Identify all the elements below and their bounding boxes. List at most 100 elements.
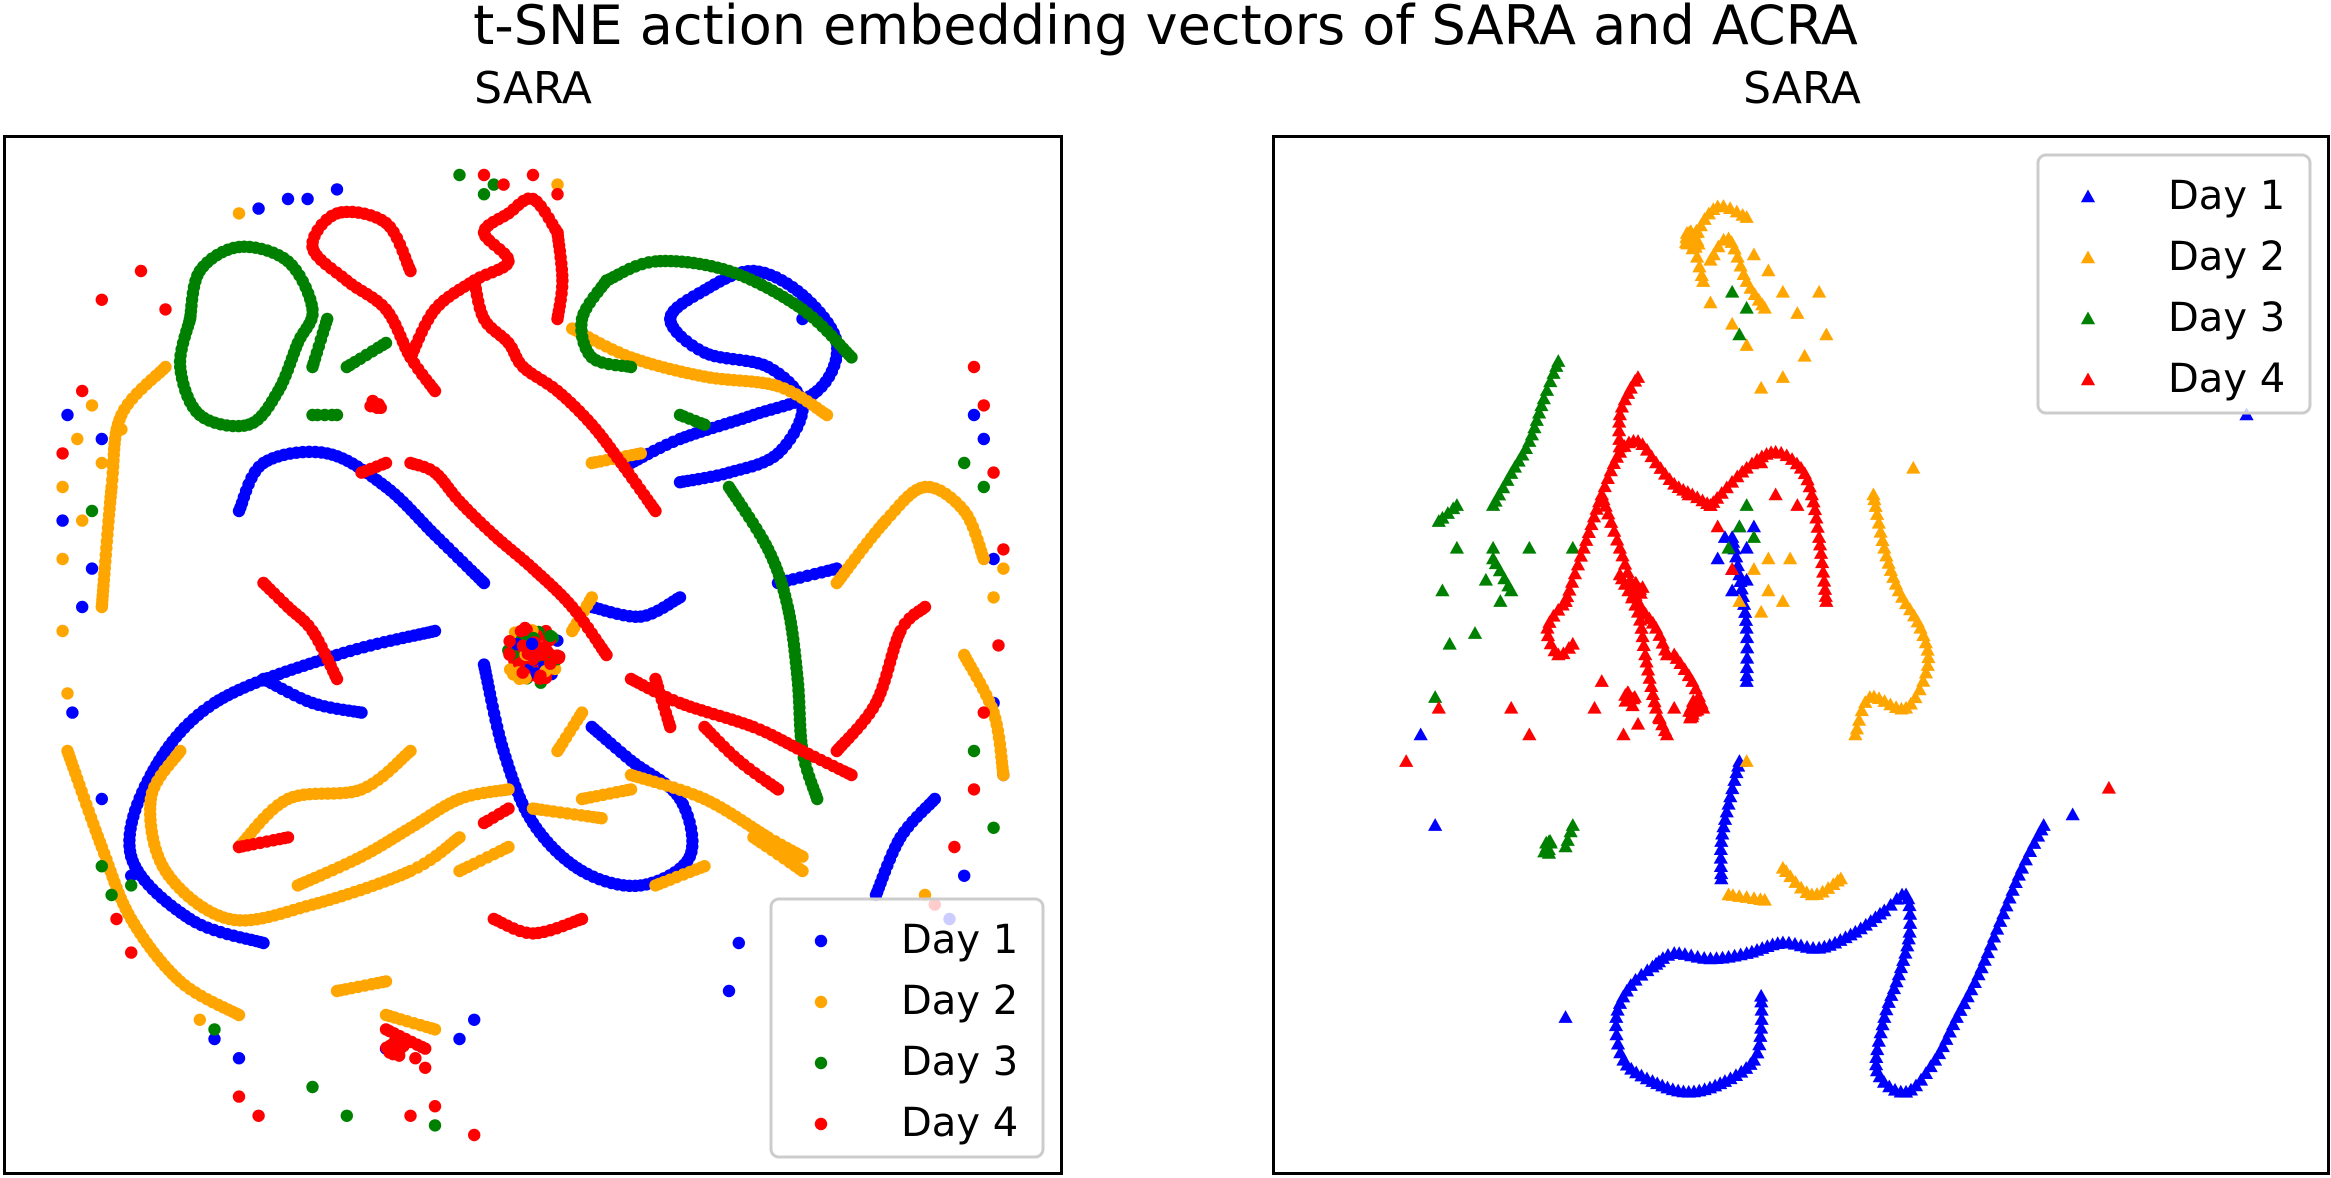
data-point bbox=[1562, 582, 1577, 596]
legend-marker bbox=[2080, 250, 2096, 264]
data-point bbox=[1560, 833, 1575, 846]
data-point bbox=[306, 1080, 319, 1094]
data-point bbox=[468, 1128, 481, 1142]
data-point bbox=[1732, 519, 1747, 533]
data-point bbox=[1993, 914, 2008, 927]
data-point bbox=[1746, 530, 1762, 543]
data-point bbox=[1893, 960, 1909, 974]
data-point bbox=[1725, 583, 1740, 597]
data-point bbox=[1610, 1002, 1625, 1016]
data-point bbox=[1739, 210, 1754, 223]
data-point bbox=[551, 188, 564, 201]
data-point bbox=[1710, 551, 1725, 565]
data-point bbox=[1442, 636, 1457, 650]
data-point bbox=[1877, 1010, 1892, 1023]
data-point bbox=[1802, 479, 1817, 493]
data-point bbox=[1625, 698, 1640, 712]
data-point bbox=[1689, 249, 1705, 263]
data-point bbox=[1875, 1017, 1890, 1031]
right-scatter-plot: Day 1 Day 2 Day 3 Day 4 bbox=[1272, 135, 2330, 1175]
data-point bbox=[1727, 773, 1742, 786]
data-point bbox=[2018, 852, 2033, 866]
data-point bbox=[95, 432, 109, 446]
legend-marker bbox=[814, 1117, 828, 1131]
data-point bbox=[1681, 487, 1696, 501]
data-point bbox=[600, 648, 613, 662]
data-point bbox=[61, 687, 74, 700]
legend-box bbox=[769, 897, 1045, 1159]
legend-marker bbox=[814, 995, 828, 1009]
data-point bbox=[1883, 697, 1898, 711]
data-point bbox=[1478, 572, 1493, 586]
data-point bbox=[1721, 796, 1736, 810]
data-point bbox=[1896, 953, 1911, 966]
data-point bbox=[110, 912, 123, 926]
data-point bbox=[967, 408, 981, 422]
data-point bbox=[1485, 540, 1501, 554]
data-point bbox=[1573, 548, 1589, 562]
data-point bbox=[1630, 604, 1646, 618]
data-point bbox=[1939, 1032, 1954, 1045]
data-point bbox=[1752, 1037, 1767, 1051]
data-point bbox=[673, 476, 687, 489]
data-point bbox=[1492, 563, 1508, 577]
data-point bbox=[76, 384, 89, 398]
data-point bbox=[330, 408, 344, 422]
data-point bbox=[958, 869, 971, 882]
data-point bbox=[1761, 551, 1776, 565]
data-point bbox=[1614, 399, 1630, 413]
data-point bbox=[1558, 1010, 1573, 1023]
data-point bbox=[1746, 519, 1762, 533]
data-point bbox=[404, 744, 417, 758]
data-point bbox=[76, 514, 89, 527]
data-point bbox=[649, 504, 662, 518]
data-point bbox=[497, 178, 510, 191]
data-point bbox=[66, 706, 79, 719]
data-point bbox=[453, 831, 466, 844]
data-point bbox=[125, 869, 138, 882]
data-point bbox=[673, 591, 687, 604]
data-point bbox=[1974, 960, 1989, 974]
data-point bbox=[1428, 690, 1443, 703]
data-point bbox=[1587, 700, 1602, 714]
data-point bbox=[1902, 924, 1917, 938]
data-point bbox=[409, 1052, 422, 1065]
data-point bbox=[1931, 1046, 1947, 1060]
data-point bbox=[76, 600, 89, 614]
data-point bbox=[1871, 515, 1886, 529]
data-point bbox=[624, 360, 638, 374]
data-point bbox=[1807, 502, 1823, 516]
plot-frame bbox=[1272, 135, 2330, 1175]
data-point bbox=[1739, 338, 1754, 351]
data-point bbox=[1935, 1039, 1950, 1053]
data-point bbox=[1570, 557, 1586, 571]
data-point bbox=[1819, 327, 1834, 341]
data-point bbox=[1635, 629, 1650, 643]
plot-frame bbox=[3, 135, 1063, 1175]
data-point bbox=[1713, 850, 1728, 864]
data-point bbox=[1746, 562, 1762, 575]
data-point bbox=[1644, 679, 1659, 693]
data-point bbox=[1739, 300, 1754, 314]
data-point bbox=[1710, 519, 1725, 533]
data-point bbox=[1806, 494, 1821, 508]
data-point bbox=[1812, 537, 1828, 551]
data-point bbox=[1493, 594, 1508, 607]
data-point bbox=[1870, 507, 1885, 520]
data-point bbox=[1620, 565, 1635, 578]
data-point bbox=[61, 408, 74, 422]
data-point bbox=[208, 1032, 221, 1046]
data-point bbox=[252, 1109, 265, 1122]
data-point bbox=[2101, 780, 2117, 794]
data-point bbox=[551, 312, 564, 326]
legend-marker bbox=[814, 1056, 828, 1070]
data-point bbox=[1522, 540, 1537, 554]
data-point bbox=[1628, 587, 1643, 601]
data-point bbox=[796, 850, 809, 863]
data-point bbox=[2005, 882, 2020, 896]
data-point bbox=[820, 408, 834, 422]
data-point bbox=[585, 720, 598, 734]
data-point bbox=[1903, 906, 1918, 920]
data-point bbox=[367, 395, 380, 409]
data-point bbox=[977, 552, 990, 566]
